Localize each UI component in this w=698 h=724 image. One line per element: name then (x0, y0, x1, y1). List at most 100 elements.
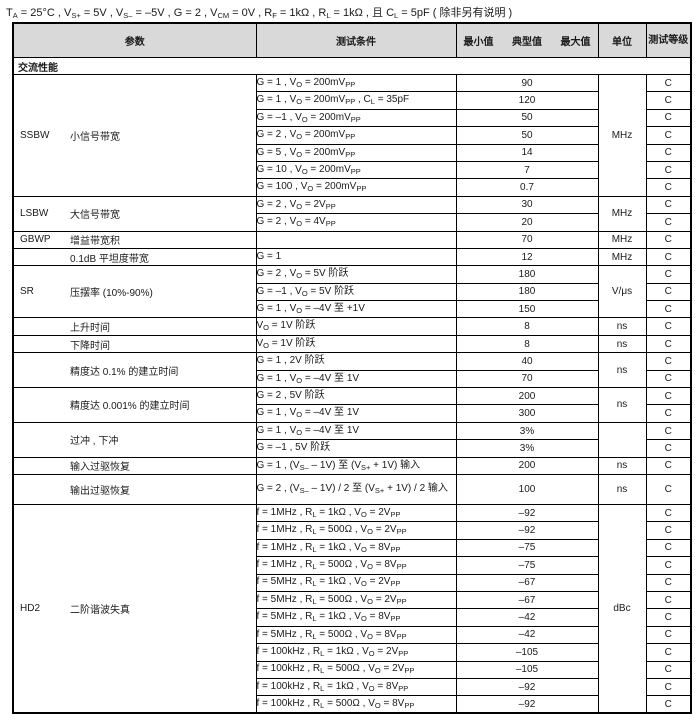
test-level-cell: C (645, 317, 692, 336)
unit-cell: MHz (597, 74, 647, 197)
condition-cell: G = 2 , 5V 阶跃 (255, 387, 457, 406)
test-level-cell: C (645, 456, 692, 475)
typ-value-cell: 50 (455, 126, 599, 145)
condition-cell: G = 1 , VO = –4V 至 1V (255, 404, 457, 423)
table-row: G = 1 , VO = 200mVPP , CL = 35pF 120 C (13, 91, 692, 110)
test-level-cell: C (645, 695, 692, 714)
table-row: 0.1dB 平坦度带宽 G = 1 12 MHz C (12, 247, 692, 267)
param-cell: 输入过驱恢复 (12, 456, 257, 475)
param-cell: 0.1dB 平坦度带宽 (12, 247, 257, 267)
condition-cell: f = 100kHz , RL = 500Ω , VO = 8VPP (255, 695, 457, 714)
table-row: f = 5MHz , RL = 500Ω , VO = 2VPP –67 C (13, 590, 692, 610)
unit-cell: ns (597, 456, 647, 475)
test-level-cell: C (645, 521, 692, 540)
test-level-cell: C (645, 625, 692, 645)
table-row: f = 100kHz , RL = 500Ω , VO = 2VPP –105 C (13, 660, 692, 679)
param-name: 大信号带宽 (70, 210, 120, 222)
table-row: 输出过驱恢复 G = 2 , (VS– – 1V) / 2 至 (VS+ + 1V… (12, 473, 692, 505)
condition-cell: G = 1 , VO = –4V 至 1V (255, 369, 457, 389)
typ-value-cell: 70 (455, 230, 599, 249)
table-row: HD2 二阶谐波失真 f = 1MHz , RL = 1kΩ , VO = 2VPP… (12, 503, 692, 714)
condition-cell: f = 100kHz , RL = 500Ω , VO = 2VPP (255, 660, 457, 679)
typ-value-cell: 3% (455, 421, 599, 441)
param-name: 小信号带宽 (70, 131, 120, 143)
condition-cell: f = 100kHz , RL = 1kΩ , VO = 2VPP (255, 643, 457, 662)
table-row: f = 100kHz , RL = 500Ω , VO = 8VPP –92 C (13, 695, 692, 714)
header-conditions: 测试条件 (255, 22, 457, 58)
param-cell: HD2 二阶谐波失真 (12, 503, 257, 714)
condition-cell: G = 2 , VO = 200mVPP (255, 126, 457, 145)
test-level-cell: C (645, 282, 692, 302)
table-row: 精度达 0.001% 的建立时间 G = 2 , 5V 阶跃 200 ns C (12, 387, 692, 423)
typ-value-cell: –92 (455, 521, 599, 540)
condition-cell (255, 230, 457, 249)
table-row: G = 5 , VO = 200mVPP 14 C (13, 143, 692, 162)
header-param: 参数 (12, 22, 257, 58)
table-row: 下降时间 VO = 1V 阶跃 8 ns C (12, 334, 692, 354)
test-level-cell: C (645, 556, 692, 575)
unit-cell: ns (597, 334, 647, 354)
typ-value-cell: 180 (455, 282, 599, 302)
typ-value-cell: 180 (455, 265, 599, 284)
condition-cell: f = 1MHz , RL = 500Ω , VO = 8VPP (255, 556, 457, 575)
condition-cell: G = 1 (255, 247, 457, 267)
table-row: SR 压摆率 (10%-90%) G = 2 , VO = 5V 阶跃 180 V/μs… (12, 265, 692, 319)
unit-cell: MHz (597, 230, 647, 249)
condition-cell: G = 2 , (VS– – 1V) / 2 至 (VS+ + 1V) / 2 … (255, 473, 457, 505)
typ-value-cell: 120 (455, 91, 599, 110)
table-row: f = 1MHz , RL = 1kΩ , VO = 8VPP –75 C (13, 538, 692, 558)
condition-cell: f = 1MHz , RL = 1kΩ , VO = 2VPP (255, 503, 457, 523)
condition-cell: G = 1 , VO = 200mVPP (255, 73, 457, 93)
typ-value-cell: 40 (455, 352, 599, 371)
unit-cell: V/μs (597, 265, 647, 319)
unit-cell: ns (597, 317, 647, 336)
typ-value-cell: 70 (455, 369, 599, 389)
param-name: 压摆率 (10%-90%) (70, 288, 153, 300)
header-values: 最小值 典型值 最大值 (455, 22, 599, 58)
table-row: f = 5MHz , RL = 1kΩ , VO = 2VPP –67 C (13, 573, 692, 592)
param-cell: SSBW 小信号带宽 (12, 74, 257, 197)
typ-value-cell: 30 (455, 195, 599, 215)
unit-cell: dBc (597, 503, 647, 714)
param-cell: 下降时间 (12, 334, 257, 354)
condition-cell: G = –1 , VO = 5V 阶跃 (255, 282, 457, 302)
typ-value-cell: –67 (455, 573, 599, 592)
typ-value-cell: 300 (455, 404, 599, 423)
test-level-cell: C (645, 108, 692, 128)
table-row: SSBW 小信号带宽 G = 1 , VO = 200mVPP 90 MHz C (12, 73, 692, 197)
unit-cell: ns (597, 473, 647, 505)
typ-value-cell: 90 (455, 73, 599, 93)
typ-value-cell: –75 (455, 538, 599, 558)
condition-cell: G = 5 , VO = 200mVPP (255, 143, 457, 162)
test-level-cell: C (645, 195, 692, 215)
spec-table-body: 参数 测试条件 最小值 典型值 最大值 单位 测试等级 交流性能 SSBW 小信号… (12, 22, 692, 714)
test-level-cell: C (645, 387, 692, 406)
condition-cell: VO = 1V 阶跃 (255, 317, 457, 336)
test-level-cell: C (645, 230, 692, 249)
param-cell: 输出过驱恢复 (12, 473, 257, 505)
header-min: 最小值 (463, 37, 494, 48)
table-row: LSBW 大信号带宽 G = 2 , VO = 2VPP 30 MHz C (12, 195, 692, 232)
test-level-cell: C (645, 247, 692, 267)
section-title: 交流性能 (12, 57, 692, 75)
test-level-cell: C (645, 160, 692, 180)
test-level-cell: C (645, 590, 692, 610)
table-row: G = –1 , VO = 5V 阶跃 180 C (13, 282, 692, 302)
typ-value-cell: 20 (455, 213, 599, 232)
param-name: 二阶谐波失真 (70, 605, 130, 617)
param-cell: 过冲 , 下冲 (12, 421, 257, 458)
param-symbol: GBWP (20, 234, 51, 246)
table-row: GBWP 增益带宽积 70 MHz C (12, 230, 692, 249)
param-symbol: HD2 (20, 603, 41, 615)
header-unit: 单位 (597, 22, 647, 58)
test-level-cell: C (645, 473, 692, 505)
typ-value-cell: –105 (455, 643, 599, 662)
typ-value-cell: 8 (455, 317, 599, 336)
param-name: 下降时间 (70, 340, 110, 352)
condition-cell: G = 2 , VO = 4VPP (255, 213, 457, 232)
test-level-cell: C (645, 178, 692, 197)
table-row: G = 2 , VO = 200mVPP 50 C (13, 126, 692, 145)
test-level-cell: C (645, 573, 692, 592)
table-row: 上升时间 VO = 1V 阶跃 8 ns C (12, 317, 692, 336)
table-row: G = –1 , 5V 阶跃 3% C (13, 439, 692, 458)
